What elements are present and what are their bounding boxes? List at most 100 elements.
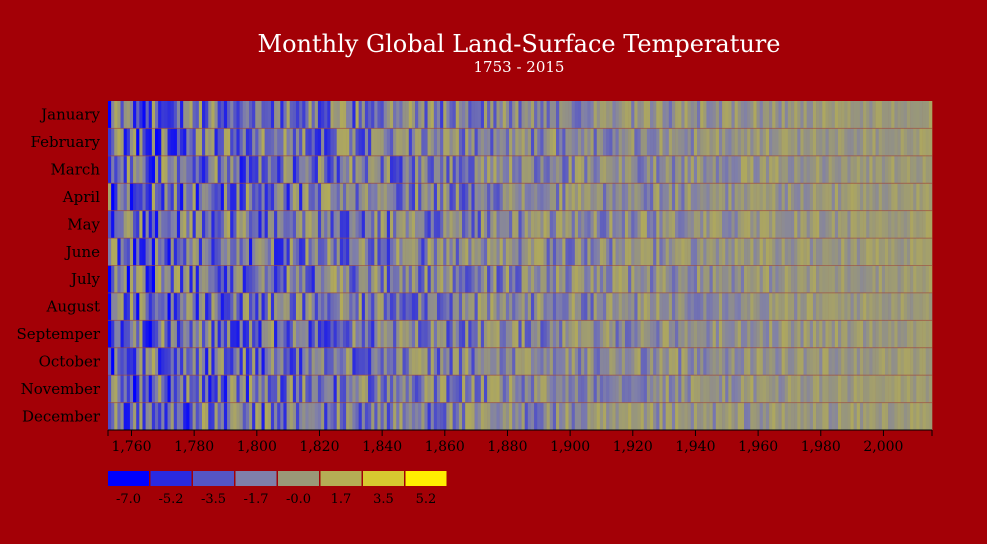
heatmap-cell <box>634 347 638 376</box>
heatmap-cell <box>255 320 259 348</box>
heatmap-cell <box>408 210 413 239</box>
heatmap-cell <box>255 375 259 403</box>
heatmap-cell <box>809 402 814 430</box>
heatmap-cell <box>791 402 795 430</box>
heatmap-cell <box>440 210 444 239</box>
heatmap-cell <box>769 101 773 129</box>
heatmap-cell <box>521 402 525 430</box>
heatmap-cell <box>928 292 933 321</box>
heatmap-cell <box>856 238 861 266</box>
heatmap-cell <box>562 402 566 430</box>
heatmap-cell <box>765 375 770 403</box>
heatmap-cell <box>176 375 181 403</box>
heatmap-cell <box>245 292 250 321</box>
heatmap-cell <box>201 347 206 376</box>
heatmap-cell <box>280 210 284 239</box>
heatmap-cell <box>230 128 234 156</box>
heatmap-cell <box>446 320 450 348</box>
heatmap-cell <box>731 101 735 129</box>
heatmap-cell <box>697 210 701 239</box>
heatmap-cell <box>380 128 385 156</box>
heatmap-cell <box>678 292 682 321</box>
heatmap-cell <box>681 155 685 184</box>
heatmap-cell <box>565 128 569 156</box>
heatmap-cell <box>198 402 203 430</box>
heatmap-cell <box>502 238 507 266</box>
heatmap-cell <box>380 320 385 348</box>
heatmap-cell <box>527 292 532 321</box>
heatmap-cell <box>449 155 453 184</box>
heatmap-cell <box>399 210 403 239</box>
heatmap-cell <box>393 347 397 376</box>
heatmap-cell <box>552 101 557 129</box>
heatmap-cell <box>258 128 262 156</box>
heatmap-cell <box>596 155 601 184</box>
heatmap-cell <box>399 183 403 211</box>
heatmap-cell <box>646 320 651 348</box>
heatmap-cell <box>274 375 278 403</box>
heatmap-cell <box>646 375 651 403</box>
heatmap-cell <box>333 347 338 376</box>
heatmap-cell <box>718 128 723 156</box>
heatmap-cell <box>505 402 510 430</box>
heatmap-cell <box>158 265 162 293</box>
heatmap-cell <box>402 347 406 376</box>
heatmap-cell <box>552 347 557 376</box>
heatmap-cell <box>762 155 767 184</box>
heatmap-cell <box>825 128 829 156</box>
heatmap-cell <box>480 101 485 129</box>
heatmap-cell <box>330 210 334 239</box>
heatmap-cell <box>628 375 632 403</box>
heatmap-cell <box>928 375 933 403</box>
heatmap-cell <box>126 128 131 156</box>
heatmap-cell <box>139 375 143 403</box>
heatmap-cell <box>577 101 582 129</box>
heatmap-cell <box>753 320 757 348</box>
heatmap-cell <box>289 238 294 266</box>
heatmap-cell <box>559 320 563 348</box>
heatmap-cell <box>747 238 751 266</box>
heatmap-cell <box>753 183 757 211</box>
heatmap-cell <box>176 155 181 184</box>
heatmap-cell <box>490 402 494 430</box>
heatmap-cell <box>603 238 607 266</box>
heatmap-cell <box>336 265 341 293</box>
heatmap-cell <box>637 320 641 348</box>
heatmap-cell <box>769 320 773 348</box>
heatmap-cell <box>850 238 854 266</box>
heatmap-cell <box>349 320 353 348</box>
heatmap-cell <box>856 375 861 403</box>
heatmap-cell <box>740 155 745 184</box>
heatmap-cell <box>590 210 594 239</box>
heatmap-cell <box>684 183 688 211</box>
heatmap-cell <box>145 210 150 239</box>
heatmap-cell <box>424 101 428 129</box>
heatmap-cell <box>245 238 250 266</box>
heatmap-cell <box>233 155 237 184</box>
heatmap-cell <box>900 183 905 211</box>
heatmap-cell <box>136 347 140 376</box>
heatmap-cell <box>364 265 369 293</box>
heatmap-cell <box>496 210 500 239</box>
heatmap-cell <box>151 375 156 403</box>
heatmap-cell <box>327 265 331 293</box>
heatmap-cell <box>596 128 601 156</box>
heatmap-cell <box>662 210 666 239</box>
heatmap-cell <box>502 128 507 156</box>
heatmap-cell <box>462 292 466 321</box>
heatmap-cell <box>900 347 905 376</box>
heatmap-cell <box>117 238 121 266</box>
heatmap-cell <box>568 375 572 403</box>
heatmap-cell <box>374 375 378 403</box>
heatmap-cell <box>512 320 516 348</box>
heatmap-cell <box>142 292 146 321</box>
heatmap-cell <box>452 375 457 403</box>
heatmap-cell <box>734 155 739 184</box>
heatmap-cell <box>859 265 864 293</box>
heatmap-cell <box>205 320 209 348</box>
heatmap-cell <box>834 155 839 184</box>
heatmap-cell <box>718 265 723 293</box>
heatmap-cell <box>336 128 341 156</box>
heatmap-cell <box>734 265 739 293</box>
heatmap-cell <box>311 210 316 239</box>
